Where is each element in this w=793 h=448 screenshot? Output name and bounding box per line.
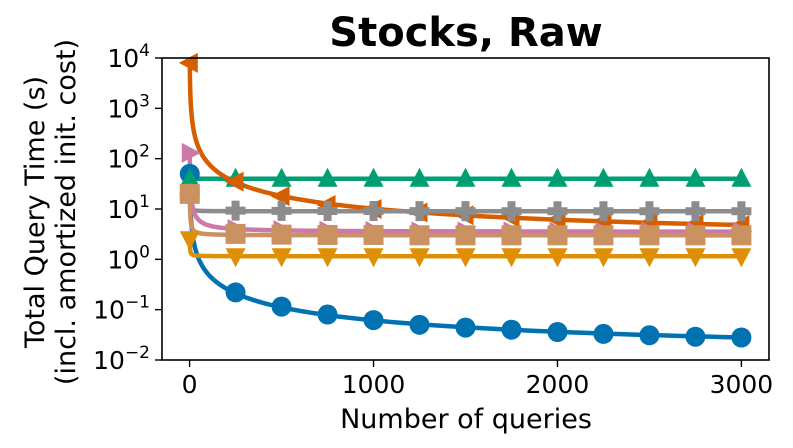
data-point xyxy=(501,248,522,268)
data-point xyxy=(731,248,752,268)
data-point xyxy=(317,248,338,268)
y-tick-label: 101 xyxy=(107,192,150,224)
series-lines xyxy=(187,60,744,340)
data-point xyxy=(455,317,476,338)
data-point xyxy=(271,296,292,317)
data-point xyxy=(501,201,522,222)
data-point xyxy=(409,248,430,268)
data-point xyxy=(317,167,338,187)
x-tick-label: 1000 xyxy=(342,370,406,399)
data-point xyxy=(547,321,568,342)
data-point xyxy=(225,282,246,303)
data-point xyxy=(225,200,246,221)
chart-title: Stocks, Raw xyxy=(329,10,602,56)
data-point xyxy=(593,225,614,246)
data-point xyxy=(639,248,660,268)
data-point xyxy=(179,167,200,187)
data-point xyxy=(639,201,660,222)
data-point xyxy=(271,248,292,268)
x-tick-label: 2000 xyxy=(526,370,590,399)
data-point xyxy=(409,314,430,335)
data-point xyxy=(271,200,292,221)
data-point xyxy=(547,167,568,187)
data-point xyxy=(409,167,430,187)
y-tick-label: 10−2 xyxy=(93,343,150,375)
data-point xyxy=(179,183,200,204)
data-point xyxy=(317,201,338,222)
x-tick-label: 0 xyxy=(182,370,198,399)
data-point xyxy=(501,225,522,246)
data-point xyxy=(685,248,706,268)
data-point xyxy=(547,201,568,222)
data-point xyxy=(639,167,660,187)
data-point xyxy=(363,167,384,187)
y-axis-label-line1: Total Query Time (s) xyxy=(20,76,51,349)
data-point xyxy=(363,224,384,245)
data-point xyxy=(179,231,200,251)
data-point xyxy=(593,201,614,222)
y-axis: 10−2 10−1 100 101 102 103 104 xyxy=(93,41,162,375)
series-markers xyxy=(178,52,753,348)
data-point xyxy=(455,248,476,268)
data-point xyxy=(501,319,522,340)
y-axis-label-line2: (incl. amortized init. cost) xyxy=(51,39,82,385)
series-line xyxy=(187,237,744,259)
data-point xyxy=(593,323,614,344)
data-point xyxy=(317,304,338,325)
data-point xyxy=(455,167,476,187)
data-point xyxy=(363,248,384,268)
x-axis-label: Number of queries xyxy=(340,404,592,435)
x-tick-label: 3000 xyxy=(710,370,774,399)
data-point xyxy=(271,167,292,187)
data-point xyxy=(685,167,706,187)
data-point xyxy=(409,225,430,246)
y-tick-label: 103 xyxy=(107,91,150,123)
y-tick-label: 102 xyxy=(107,142,150,174)
data-point xyxy=(639,225,660,246)
y-tick-label: 104 xyxy=(107,41,150,73)
data-point xyxy=(731,167,752,187)
data-point xyxy=(685,201,706,222)
data-point xyxy=(593,248,614,268)
data-point xyxy=(363,201,384,222)
data-point xyxy=(455,201,476,222)
series-line xyxy=(187,60,744,228)
data-point xyxy=(639,325,660,346)
data-point xyxy=(501,167,522,187)
data-point xyxy=(271,224,292,245)
data-point xyxy=(685,326,706,347)
y-tick-label: 10−1 xyxy=(93,293,150,325)
data-point xyxy=(547,225,568,246)
data-point xyxy=(317,224,338,245)
data-point xyxy=(409,201,430,222)
data-point xyxy=(593,167,614,187)
data-point xyxy=(181,142,201,163)
data-point xyxy=(225,248,246,268)
data-point xyxy=(731,327,752,348)
data-point xyxy=(731,225,752,246)
x-axis: 0 1000 2000 3000 xyxy=(182,360,774,399)
y-tick-label: 100 xyxy=(107,242,150,274)
data-point xyxy=(455,225,476,246)
data-point xyxy=(685,225,706,246)
data-point xyxy=(547,248,568,268)
data-point xyxy=(224,171,244,192)
data-point xyxy=(363,310,384,331)
data-point xyxy=(225,223,246,244)
data-point xyxy=(731,201,752,222)
